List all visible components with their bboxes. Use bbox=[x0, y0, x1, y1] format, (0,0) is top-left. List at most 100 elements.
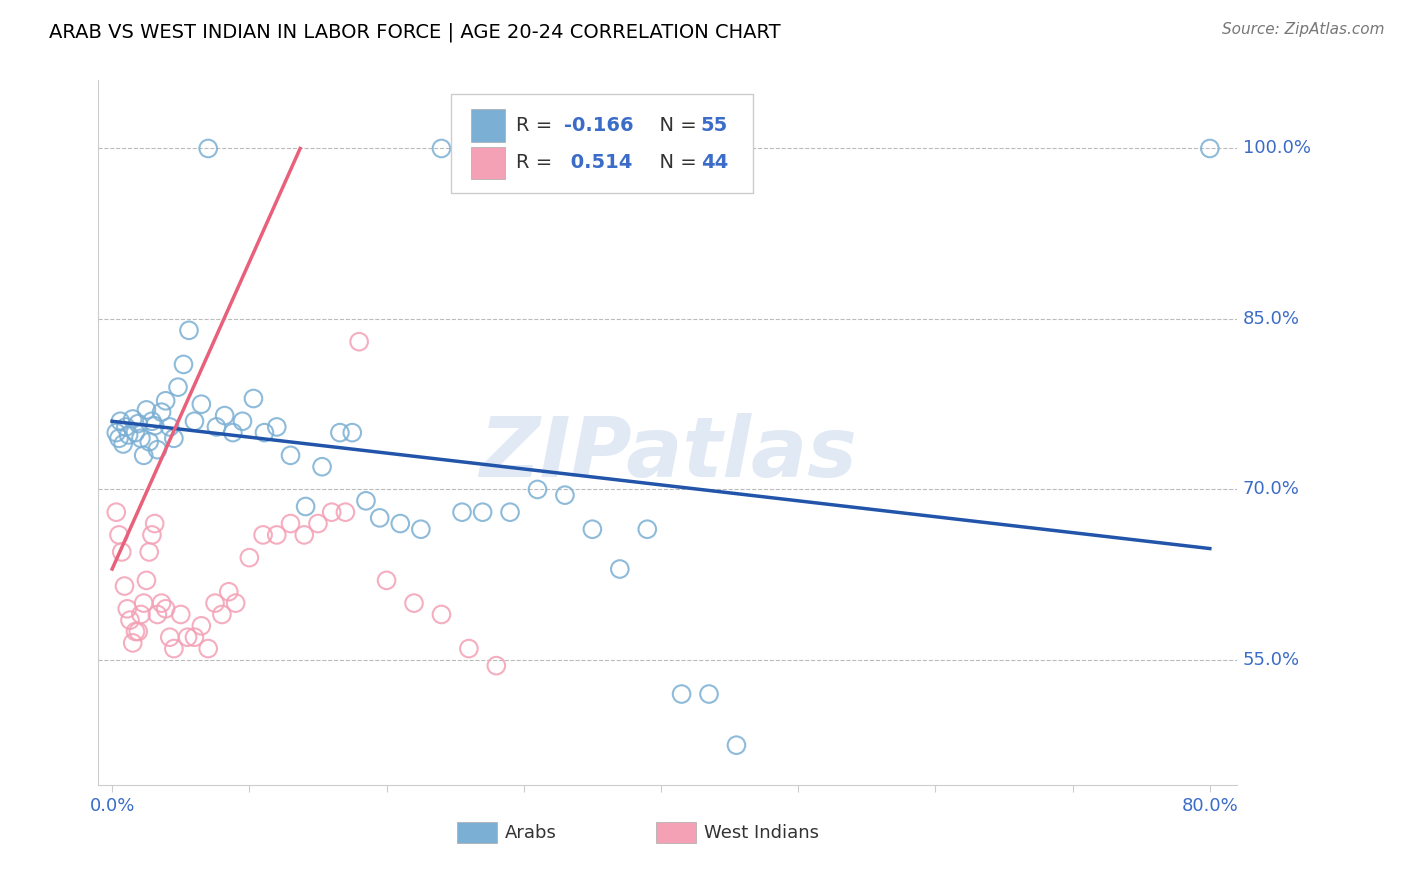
Point bbox=[294, 500, 316, 514]
Point bbox=[253, 425, 276, 440]
Point bbox=[457, 641, 479, 656]
Point bbox=[112, 437, 135, 451]
Point bbox=[389, 516, 412, 531]
Point bbox=[124, 624, 146, 639]
Point bbox=[138, 434, 160, 449]
Point bbox=[280, 448, 302, 462]
Point bbox=[329, 425, 352, 440]
Point bbox=[108, 528, 131, 542]
Text: 55: 55 bbox=[700, 116, 728, 135]
Point bbox=[307, 516, 329, 531]
Point bbox=[347, 334, 370, 349]
Point bbox=[526, 483, 548, 497]
Point bbox=[636, 522, 658, 536]
Point bbox=[117, 428, 139, 442]
Point bbox=[170, 607, 193, 622]
Text: R =: R = bbox=[516, 116, 558, 135]
Point bbox=[150, 405, 173, 419]
Point bbox=[280, 516, 302, 531]
Text: 44: 44 bbox=[700, 153, 728, 172]
Text: -0.166: -0.166 bbox=[564, 116, 634, 135]
Point bbox=[111, 545, 134, 559]
Point bbox=[430, 141, 453, 155]
Point bbox=[499, 505, 522, 519]
Text: ZIPatlas: ZIPatlas bbox=[479, 413, 856, 494]
Point bbox=[159, 420, 181, 434]
Text: 0.514: 0.514 bbox=[564, 153, 633, 172]
FancyBboxPatch shape bbox=[451, 95, 754, 193]
Point bbox=[118, 613, 141, 627]
Text: R =: R = bbox=[516, 153, 558, 172]
Point bbox=[581, 522, 603, 536]
Point bbox=[141, 414, 163, 428]
Point bbox=[671, 687, 693, 701]
Point bbox=[238, 550, 260, 565]
Point bbox=[129, 431, 152, 445]
Point bbox=[155, 602, 177, 616]
Point bbox=[127, 417, 149, 431]
Text: 70.0%: 70.0% bbox=[1243, 481, 1301, 499]
Point bbox=[485, 658, 508, 673]
Point bbox=[108, 431, 131, 445]
Point bbox=[354, 493, 377, 508]
Point bbox=[242, 392, 264, 406]
Point bbox=[205, 420, 228, 434]
Point bbox=[375, 574, 398, 588]
Point bbox=[231, 414, 253, 428]
Point bbox=[143, 516, 166, 531]
Point bbox=[115, 602, 138, 616]
Point bbox=[114, 579, 136, 593]
Point bbox=[471, 505, 494, 519]
FancyBboxPatch shape bbox=[471, 146, 505, 179]
Point bbox=[266, 528, 288, 542]
Point bbox=[342, 425, 364, 440]
Point bbox=[402, 596, 425, 610]
Point bbox=[155, 393, 177, 408]
Point bbox=[167, 380, 190, 394]
Point bbox=[176, 630, 198, 644]
Point bbox=[121, 636, 143, 650]
Point bbox=[222, 425, 245, 440]
Point bbox=[141, 528, 163, 542]
Point bbox=[321, 505, 343, 519]
Point bbox=[132, 448, 155, 462]
Point bbox=[105, 425, 128, 440]
Point bbox=[214, 409, 236, 423]
Text: N =: N = bbox=[647, 116, 703, 135]
Point bbox=[150, 596, 173, 610]
Point bbox=[609, 562, 631, 576]
Point bbox=[159, 630, 181, 644]
Point bbox=[163, 431, 186, 445]
Point bbox=[1198, 141, 1220, 155]
Text: ARAB VS WEST INDIAN IN LABOR FORCE | AGE 20-24 CORRELATION CHART: ARAB VS WEST INDIAN IN LABOR FORCE | AGE… bbox=[49, 22, 780, 42]
Point bbox=[225, 596, 247, 610]
FancyBboxPatch shape bbox=[457, 822, 498, 844]
Point bbox=[115, 420, 138, 434]
FancyBboxPatch shape bbox=[657, 822, 696, 844]
Point bbox=[252, 528, 274, 542]
Point bbox=[197, 641, 219, 656]
Point bbox=[311, 459, 333, 474]
Point bbox=[177, 323, 200, 337]
Point bbox=[690, 141, 713, 155]
Point bbox=[132, 596, 155, 610]
Point bbox=[451, 505, 474, 519]
Point bbox=[146, 442, 169, 457]
Point bbox=[143, 418, 166, 433]
Point bbox=[697, 687, 720, 701]
Point bbox=[173, 358, 195, 372]
Point bbox=[368, 511, 391, 525]
Point bbox=[430, 607, 453, 622]
Point bbox=[190, 619, 212, 633]
Point bbox=[335, 505, 357, 519]
Point bbox=[110, 414, 132, 428]
Point bbox=[183, 414, 205, 428]
Point bbox=[211, 607, 233, 622]
Text: Arabs: Arabs bbox=[505, 824, 557, 842]
Text: N =: N = bbox=[647, 153, 703, 172]
Text: 85.0%: 85.0% bbox=[1243, 310, 1301, 328]
Point bbox=[135, 403, 157, 417]
Point bbox=[292, 528, 315, 542]
Text: Source: ZipAtlas.com: Source: ZipAtlas.com bbox=[1222, 22, 1385, 37]
Text: 100.0%: 100.0% bbox=[1243, 139, 1310, 158]
